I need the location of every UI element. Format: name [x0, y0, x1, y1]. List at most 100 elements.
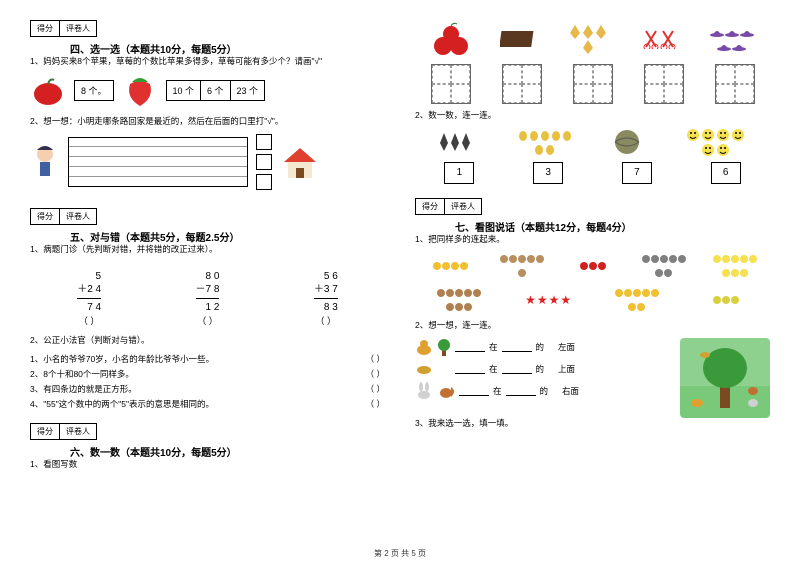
quad-row — [415, 64, 770, 104]
scissors-icon — [640, 25, 680, 53]
position-block: 在 的 左面 在 的 上面 在 的 右面 — [415, 338, 770, 418]
m2-line — [196, 298, 220, 299]
pears-icon — [701, 286, 751, 314]
quad-2[interactable] — [502, 64, 542, 104]
blank[interactable] — [502, 342, 532, 352]
strawberry-icon — [122, 74, 158, 108]
s4-q2-row — [30, 134, 385, 190]
m2p[interactable]: （ ） — [196, 316, 220, 328]
grader-label: 评卷人 — [60, 208, 97, 225]
races-icon — [639, 252, 689, 280]
math-2: 8 0 －7 8 1 2 （ ） — [196, 270, 220, 328]
page-footer: 第 2 页 共 5 页 — [0, 548, 800, 559]
section4-title: 四、选一选（本题共10分，每题5分） — [70, 41, 385, 56]
check-1[interactable] — [256, 134, 272, 150]
j3p[interactable]: （ ） — [366, 383, 385, 395]
line-up: 在 的 上面 — [415, 362, 670, 376]
house-icon — [280, 144, 320, 180]
chocolate-icon — [500, 27, 536, 51]
j2p[interactable]: （ ） — [366, 368, 385, 380]
boy-icon — [30, 144, 60, 180]
blank[interactable] — [455, 342, 485, 352]
line-left: 在 的 左面 — [415, 338, 670, 356]
blank[interactable] — [506, 386, 536, 396]
hats-icon — [707, 25, 757, 53]
rockets-icon — [435, 128, 475, 156]
s4-q1-row: 8 个。 10 个 6 个 23 个 — [30, 74, 385, 108]
quad-3[interactable] — [573, 64, 613, 104]
blank[interactable] — [455, 364, 485, 374]
s7-q1: 1、把同样多的连起来。 — [415, 234, 770, 246]
t-de: 的 — [536, 363, 545, 375]
m3p[interactable]: （ ） — [314, 316, 338, 328]
grader-label: 评卷人 — [445, 198, 482, 215]
faces-icon — [710, 252, 760, 280]
blank[interactable] — [459, 386, 489, 396]
j4t: 4、"55"这个数中的两个"5"表示的意思是相同的。 — [30, 398, 214, 410]
opt-23[interactable]: 23 个 — [230, 80, 266, 101]
apple-icon — [30, 76, 66, 106]
math-block: 5 ＋2 4 7 4 （ ） 8 0 －7 8 1 2 （ ） 5 6 ＋3 7… — [30, 270, 385, 328]
t-de: 的 — [536, 341, 545, 353]
connect-bot: ★★ ★★ — [415, 286, 770, 314]
path-grid — [68, 137, 248, 187]
check-2[interactable] — [256, 154, 272, 170]
m1p[interactable]: （ ） — [77, 316, 101, 328]
j1p[interactable]: （ ） — [366, 353, 385, 365]
score-label: 得分 — [30, 20, 60, 37]
grader-label: 评卷人 — [60, 423, 97, 440]
s7-q3: 3、我来选一选，填一填。 — [415, 418, 770, 430]
section7-title: 七、看图说话（本题共12分，每题4分） — [455, 219, 770, 234]
option-row: 10 个 6 个 23 个 — [166, 80, 266, 101]
s4-q2: 2、想一想：小明走哪条路回家是最近的，然后在后面的口里打"√"。 — [30, 116, 385, 128]
squirrel-icon — [437, 383, 455, 399]
suns-icon — [426, 252, 476, 280]
j4p[interactable]: （ ） — [366, 398, 385, 410]
left-column: 得分 评卷人 四、选一选（本题共10分，每题5分） 1、妈妈买来8个苹果，草莓的… — [30, 20, 385, 555]
m3a: 5 6 — [314, 270, 338, 283]
quad-1[interactable] — [431, 64, 471, 104]
t-zai: 在 — [493, 385, 502, 397]
m1r: 7 4 — [77, 301, 101, 314]
teddies-icon — [434, 286, 484, 314]
j4: 4、"55"这个数中的两个"5"表示的意思是相同的。 （ ） — [30, 398, 385, 410]
quad-4[interactable] — [644, 64, 684, 104]
bees-icon — [515, 128, 575, 156]
section5-title: 五、对与错（本题共5分，每题2.5分） — [70, 229, 385, 244]
s6-q1: 1、看图写数 — [30, 459, 385, 471]
num-7: 7 — [622, 162, 652, 184]
score-box-s5: 得分 评卷人 — [30, 208, 385, 225]
checkbox-col — [256, 134, 272, 190]
top-items-row — [415, 20, 770, 58]
dolls-icon — [497, 252, 547, 280]
blank[interactable] — [502, 364, 532, 374]
opt-10[interactable]: 10 个 — [166, 80, 201, 101]
m2r: 1 2 — [196, 301, 220, 314]
t-up: 上面 — [558, 363, 575, 375]
cherries-icon — [429, 20, 473, 58]
section6-title: 六、数一数（本题共10分，每题5分） — [70, 444, 385, 459]
s7-q2: 2、想一想，连一连。 — [415, 320, 770, 332]
sentences: 在 的 左面 在 的 上面 在 的 右面 — [415, 338, 670, 418]
num-6: 6 — [711, 162, 741, 184]
math-3: 5 6 ＋3 7 8 3 （ ） — [314, 270, 338, 328]
eight-box: 8 个。 — [74, 80, 114, 101]
opt-6[interactable]: 6 个 — [200, 80, 230, 101]
stars-icon: ★★ ★★ — [523, 286, 573, 314]
quad-5[interactable] — [715, 64, 755, 104]
m1-line — [77, 298, 101, 299]
smileys-icon — [680, 128, 750, 156]
t-left: 左面 — [558, 341, 575, 353]
j1t: 1、小名的爷爷70岁，小名的年龄比爷爷小一些。 — [30, 353, 214, 365]
m2a: 8 0 — [196, 270, 220, 283]
t-zai: 在 — [489, 341, 498, 353]
j1: 1、小名的爷爷70岁，小名的年龄比爷爷小一些。 （ ） — [30, 353, 385, 365]
s4-q1: 1、妈妈买来8个苹果，草莓的个数比苹果多得多，草莓可能有多少个？请画"√" — [30, 56, 385, 68]
math-1: 5 ＋2 4 7 4 （ ） — [77, 270, 101, 328]
rabbit-icon — [415, 382, 433, 400]
score-label: 得分 — [415, 198, 445, 215]
line-right: 在 的 右面 — [415, 382, 670, 400]
score-box-s7: 得分 评卷人 — [415, 198, 770, 215]
check-3[interactable] — [256, 174, 272, 190]
m1b: ＋2 4 — [77, 283, 101, 296]
